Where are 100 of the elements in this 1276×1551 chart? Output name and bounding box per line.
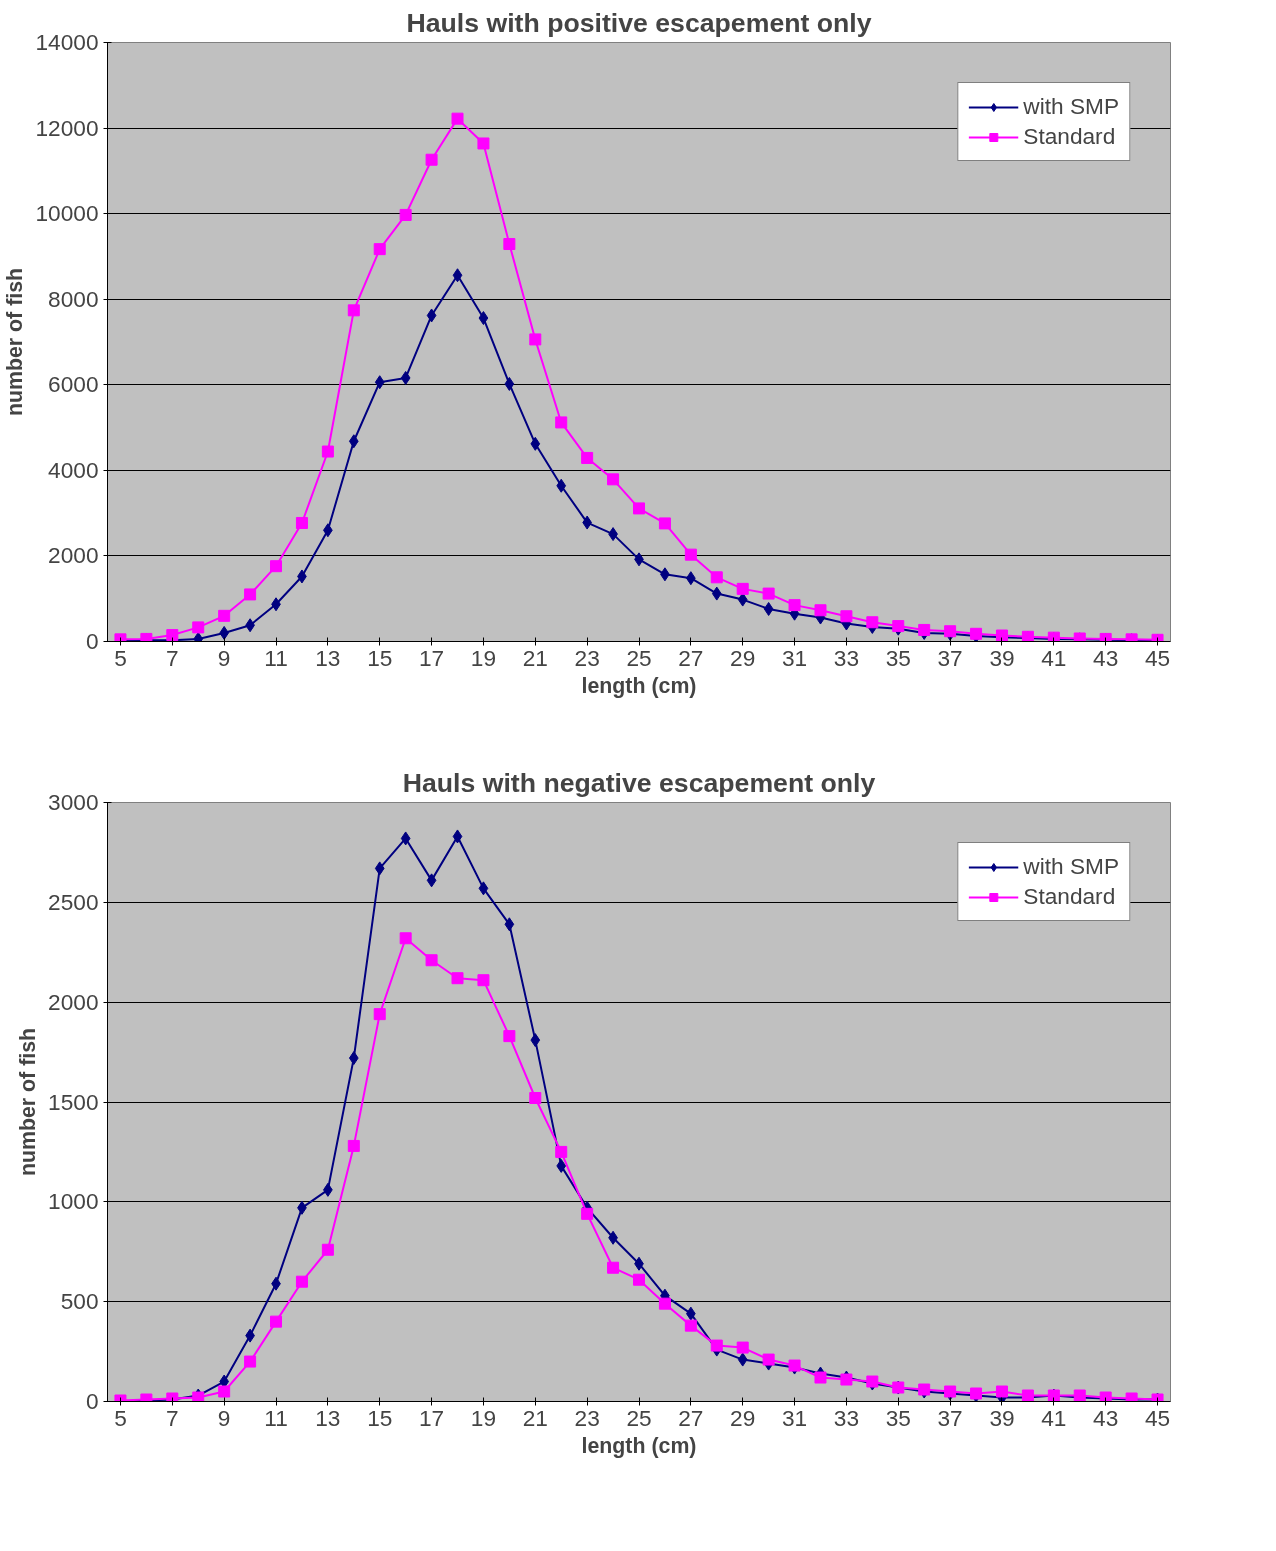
x-tick-label: 31 — [781, 644, 808, 671]
x-tick-label: 17 — [418, 644, 445, 671]
point — [426, 873, 437, 888]
x-tick-label: 45 — [1144, 1404, 1171, 1431]
y-axis-title: number of fish — [16, 1027, 41, 1177]
point — [866, 616, 879, 629]
point — [710, 1339, 723, 1352]
x-axis-title: length (cm) — [581, 1433, 697, 1458]
x-tick-label: 17 — [418, 1404, 445, 1431]
point — [530, 1033, 541, 1048]
x-tick-label: 11 — [264, 1404, 288, 1431]
x-tick-label: 33 — [833, 644, 860, 671]
chart-title: Hauls with positive escapement only — [406, 7, 872, 38]
y-tick-label: 500 — [60, 1288, 99, 1315]
point — [503, 1030, 516, 1043]
point — [374, 861, 385, 876]
x-tick-label: 33 — [833, 1404, 860, 1431]
x-tick-label: 9 — [217, 1404, 231, 1431]
point — [995, 1385, 1008, 1398]
y-tick-label: 3000 — [48, 789, 99, 815]
point — [658, 1297, 671, 1310]
x-tick-label: 41 — [1041, 644, 1067, 671]
point — [399, 208, 412, 221]
x-tick-label: 35 — [885, 1404, 911, 1431]
x-tick-label: 43 — [1093, 1404, 1119, 1431]
x-tick-label: 11 — [264, 644, 288, 671]
x-axis-title: length (cm) — [581, 673, 697, 698]
x-tick-label: 23 — [574, 1404, 600, 1431]
point — [452, 268, 463, 283]
y-tick-label: 10000 — [35, 200, 99, 227]
point — [581, 451, 594, 464]
point — [451, 112, 464, 125]
point — [556, 1158, 567, 1173]
x-tick-label: 19 — [470, 644, 497, 671]
x-tick-label: 41 — [1041, 1404, 1067, 1431]
point — [840, 610, 853, 623]
x-tick-label: 7 — [166, 1404, 179, 1431]
y-tick-label: 12000 — [35, 114, 99, 141]
point — [192, 621, 205, 634]
point — [504, 917, 515, 932]
point — [711, 586, 722, 601]
point — [788, 599, 801, 612]
point — [348, 434, 359, 449]
y-tick-label: 6000 — [48, 371, 99, 398]
y-tick-label: 2000 — [48, 988, 99, 1015]
point — [607, 473, 620, 486]
point — [556, 478, 567, 493]
point — [529, 1092, 542, 1105]
legend-label: Standard — [1023, 883, 1116, 910]
point — [737, 1352, 748, 1367]
x-tick-label: 15 — [367, 644, 393, 671]
y-tick-label: 14000 — [35, 29, 99, 55]
point — [244, 1355, 257, 1368]
point — [218, 1385, 231, 1398]
y-tick-label: 1000 — [48, 1188, 99, 1215]
y-tick-label: 2000 — [48, 542, 99, 569]
x-tick-label: 31 — [781, 1404, 808, 1431]
x-tick-label: 45 — [1144, 644, 1171, 671]
x-tick-label: 39 — [989, 1404, 1015, 1431]
point — [684, 1319, 697, 1332]
point — [295, 516, 308, 529]
point — [451, 972, 464, 985]
point — [762, 1353, 775, 1366]
y-tick-label: 1500 — [48, 1088, 99, 1115]
y-axis-title: number of fish — [3, 267, 28, 417]
point — [684, 548, 697, 561]
point — [347, 1139, 360, 1152]
x-tick-label: 35 — [885, 644, 911, 671]
point — [166, 629, 179, 642]
point — [736, 1341, 749, 1354]
point — [426, 308, 437, 323]
point — [348, 1051, 359, 1066]
point — [400, 370, 411, 385]
x-tick-label: 27 — [678, 1404, 704, 1431]
point — [633, 502, 645, 515]
x-tick-label: 21 — [522, 644, 548, 671]
point — [400, 831, 411, 846]
point — [347, 304, 360, 317]
point — [504, 376, 515, 391]
point — [633, 1273, 645, 1286]
x-tick-label: 21 — [522, 1404, 548, 1431]
point — [295, 1275, 308, 1288]
y-tick-label: 0 — [85, 1388, 99, 1414]
point — [918, 623, 931, 636]
point — [218, 609, 231, 622]
x-tick-label: 15 — [367, 1404, 393, 1431]
point — [530, 436, 541, 451]
y-tick-label: 0 — [85, 628, 99, 654]
x-tick-label: 9 — [217, 644, 231, 671]
point — [373, 243, 386, 256]
legend-label: with SMP — [1023, 93, 1119, 120]
point — [555, 1145, 568, 1158]
point — [503, 238, 516, 251]
chart-title: Hauls with negative escapement only — [402, 767, 876, 798]
point — [555, 416, 568, 429]
point — [658, 517, 671, 530]
point — [270, 1315, 283, 1328]
point — [452, 829, 463, 844]
point — [710, 571, 723, 584]
point — [814, 1371, 827, 1384]
